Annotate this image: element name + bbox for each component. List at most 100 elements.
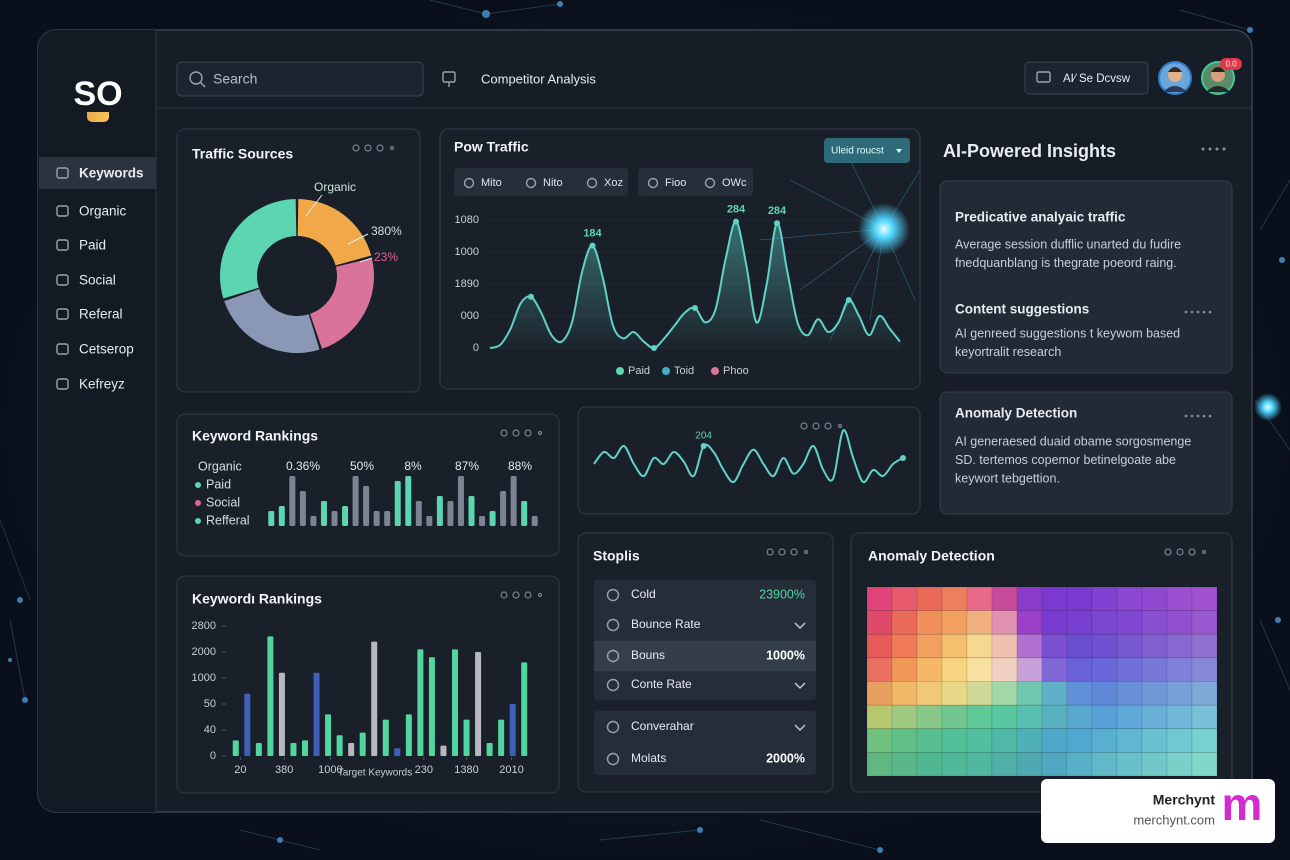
x-tick-label: 20: [234, 764, 246, 776]
badge: [1220, 58, 1242, 70]
bar-annotation: 88%: [508, 459, 532, 473]
bar: [426, 516, 433, 526]
logo: SO: [73, 75, 122, 113]
heatmap-cell: [1091, 610, 1118, 635]
heatmap-cell: [1191, 633, 1218, 659]
insights: Predicative analyaic traffic Average sess…: [955, 210, 1191, 486]
heatmap-cell: [966, 586, 993, 612]
heatmap-cell: [1116, 657, 1143, 682]
filter-chip[interactable]: Mito: [481, 177, 502, 189]
badge-label: 0.0: [1225, 60, 1237, 69]
heatmap-cell: [866, 633, 893, 659]
chevron[interactable]: [794, 622, 806, 629]
chip-icon: [525, 177, 537, 189]
heatmap-cell: [1066, 681, 1093, 706]
heatmap-cell: [1191, 681, 1218, 706]
row-icon: [606, 618, 620, 632]
logo-mark: [87, 112, 109, 122]
top-button[interactable]: [1024, 61, 1149, 95]
heatmap-cell: [1166, 751, 1193, 777]
heatmap-cell: [1166, 633, 1193, 659]
y-tick-label: 1080: [455, 214, 479, 226]
insight-title: Anomaly Detection: [955, 406, 1077, 421]
row-icon: [606, 720, 620, 734]
avatar[interactable]: [1158, 61, 1192, 95]
row-icon: [606, 678, 620, 692]
panel: [176, 128, 421, 393]
row-label: Bounce Rate: [631, 617, 701, 631]
heatmap-cell: [1166, 681, 1193, 706]
bar: [371, 641, 378, 756]
chevron[interactable]: [794, 682, 806, 689]
heatmap-cell: [1041, 657, 1068, 682]
bar: [500, 491, 507, 526]
heatmap-cell: [1141, 657, 1168, 682]
bar: [373, 511, 380, 526]
filter-chip[interactable]: OWc: [722, 177, 747, 189]
donut-annotation: 380%: [371, 224, 402, 238]
panel-title: Keywordı Rankings: [192, 591, 322, 607]
dropdown[interactable]: [824, 138, 910, 163]
x-tick-label: 230: [415, 764, 433, 776]
nav-item[interactable]: Organic: [79, 204, 127, 219]
heatmap-cell: [1066, 704, 1093, 730]
bar: [363, 486, 370, 526]
bar: [452, 649, 458, 756]
filter-chip[interactable]: Fioo: [665, 177, 686, 189]
peak-label: 204: [695, 431, 712, 442]
chip-icon: [463, 177, 475, 189]
heatmap-cell: [1141, 704, 1168, 730]
heatmap-cell: [1041, 728, 1068, 753]
heatmap-cell: [1141, 751, 1168, 777]
x-tick-label: 1000: [318, 764, 342, 776]
donut-segment: [297, 199, 372, 266]
bar: [468, 496, 475, 526]
nav-item[interactable]: Paid: [79, 238, 106, 253]
line-point: [845, 297, 852, 303]
chevron[interactable]: [794, 724, 806, 731]
dropdown-caret: [896, 149, 902, 153]
panel-icon: [512, 591, 520, 599]
panel-icon: [352, 144, 360, 152]
chip-icon: [704, 177, 716, 189]
nav-item[interactable]: Kefreyz: [79, 377, 125, 392]
nav-item[interactable]: Social: [79, 273, 116, 288]
search-box[interactable]: [176, 61, 424, 97]
peak-label: 284: [768, 205, 787, 217]
nav-icon: [56, 239, 69, 251]
filter-chip[interactable]: Nito: [543, 177, 563, 189]
heatmap-cell: [1016, 586, 1043, 612]
bar: [313, 672, 320, 756]
panel-icon: [500, 591, 508, 599]
bar-annotation: 0.36%: [286, 459, 320, 473]
nav-icon: [56, 205, 69, 217]
heatmap-cell: [916, 681, 943, 706]
heatmap-cell: [866, 704, 893, 730]
heatmap-cell: [941, 610, 968, 635]
heatmap-cell: [991, 751, 1018, 777]
heatmap-cell: [1016, 704, 1043, 730]
nav-item[interactable]: Referal: [79, 307, 123, 322]
heatmap-cell: [866, 610, 893, 635]
bar: [486, 743, 493, 756]
sidebar: [38, 30, 156, 812]
nav-item[interactable]: Cetserop: [79, 342, 134, 357]
bar: [342, 506, 349, 526]
bar: [382, 719, 389, 756]
legend-label: Toid: [674, 365, 694, 377]
panel-icon: [537, 430, 543, 436]
legend-dot: [662, 367, 670, 375]
legend-dot: [195, 518, 201, 524]
bar: [394, 481, 401, 526]
stats-row-highlight: [594, 641, 816, 671]
filter-chip[interactable]: Xoz: [604, 177, 623, 189]
heatmap-cell: [891, 751, 918, 777]
heatmap-cell: [1141, 610, 1168, 635]
heatmap-cell: [1191, 610, 1218, 635]
nav-item[interactable]: Keywords: [79, 166, 144, 181]
heatmap-cell: [1166, 657, 1193, 682]
heatmap-cell: [1166, 728, 1193, 753]
heatmap-cell: [991, 657, 1018, 682]
panel-icon: [500, 429, 508, 437]
